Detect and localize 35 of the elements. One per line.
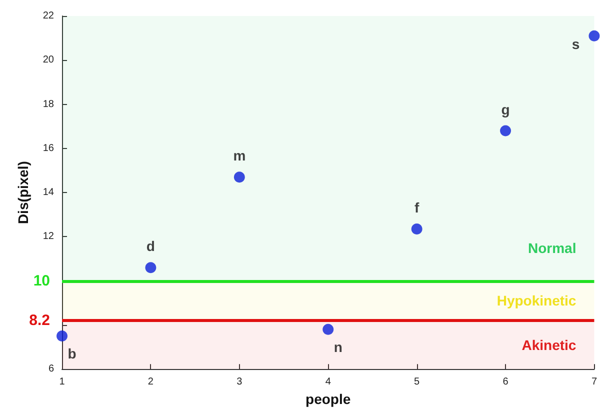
band-label: Normal (528, 240, 576, 256)
y-tick-label: 16 (42, 142, 54, 154)
ref-line-label: 10 (33, 272, 50, 290)
ref-line-label: 8.2 (29, 312, 50, 330)
point (56, 330, 68, 342)
y-tick-label: 18 (42, 98, 54, 110)
point (145, 262, 156, 274)
x-tick-label: 2 (148, 376, 154, 388)
data-label: s (572, 36, 580, 52)
x-tick-label: 5 (414, 376, 420, 388)
point (411, 223, 422, 234)
point (588, 30, 600, 42)
point (500, 125, 512, 136)
data-label: m (233, 148, 246, 164)
y-tick-label: 20 (42, 54, 54, 66)
x-tick-label: 4 (325, 376, 332, 388)
band-label: Hypokinetic (496, 292, 576, 309)
band-label: Akinetic (522, 336, 576, 353)
y-tick-label: 22 (42, 10, 54, 22)
y-tick-label: 14 (42, 187, 54, 198)
data-label: b (68, 345, 76, 362)
data-label: n (334, 338, 342, 355)
x-axis-title: people (306, 391, 351, 407)
point (234, 172, 245, 183)
x-tick-label: 6 (502, 376, 509, 388)
data-label: f (414, 199, 420, 216)
data-label: g (501, 101, 510, 118)
x-tick-label: 7 (591, 376, 598, 388)
y-tick-label: 12 (42, 231, 54, 242)
y-axis-title: Dis(pixel) (15, 161, 31, 224)
point (322, 324, 334, 335)
data-label: d (146, 238, 155, 254)
x-tick-label: 3 (236, 376, 243, 388)
y-tick-label: 6 (48, 364, 54, 375)
x-tick-label: 1 (59, 376, 66, 388)
